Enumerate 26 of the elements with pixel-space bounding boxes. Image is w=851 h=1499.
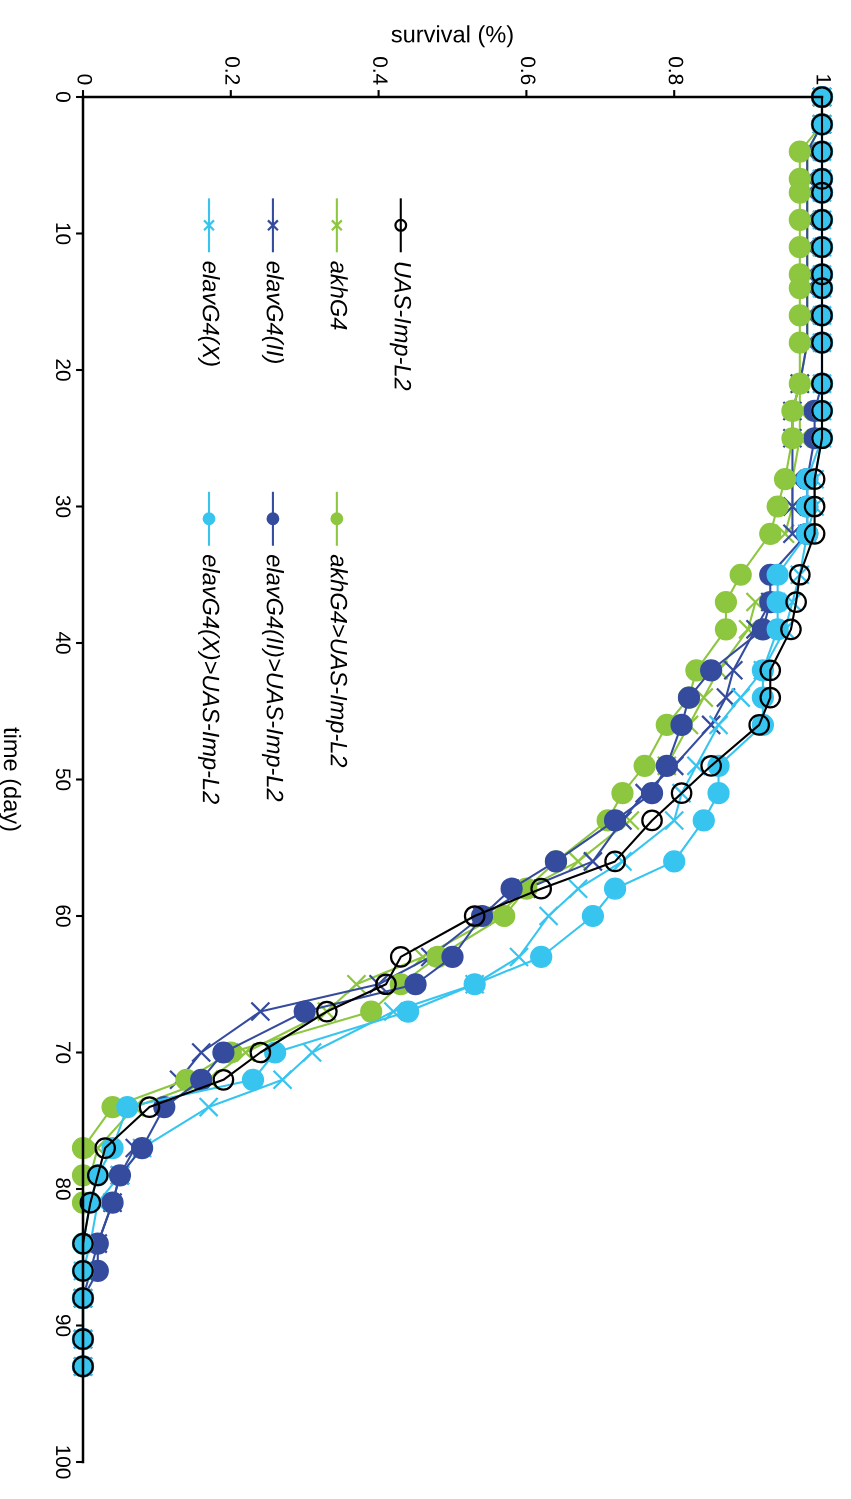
legend-label: elavG4(X)>UAS-Imp-L2: [197, 555, 220, 804]
y-tick-label: 60: [55, 905, 71, 927]
x-tick-label: 1: [816, 75, 831, 85]
y-tick-label: 0: [55, 92, 71, 102]
legend-label: akhG4: [330, 261, 348, 330]
y-tick-label: 80: [55, 1178, 71, 1200]
legend-label: akhG4>UAS-Imp-L2: [325, 554, 348, 768]
y-tick-label: 100: [55, 1446, 71, 1479]
y-tick-label: 40: [55, 631, 71, 654]
y-tick-label: 50: [55, 768, 71, 791]
x-tick-label: 0.4: [373, 57, 388, 85]
y-axis-title: time (day): [0, 727, 22, 831]
x-axis-title: survival (%): [391, 25, 513, 48]
legend-label: elavG4(X): [198, 261, 220, 366]
legend-label: elavG4(II)>UAS-Imp-L2: [261, 555, 284, 802]
x-tick-label: 0.2: [225, 57, 240, 85]
y-tick-label: 20: [55, 359, 71, 381]
x-tick-label: 0.6: [520, 57, 536, 85]
x-tick-label: 0.8: [668, 57, 684, 85]
y-tick-label: 30: [55, 495, 71, 518]
x-tick-label: 0: [77, 74, 93, 85]
y-tick-label: 70: [55, 1041, 71, 1064]
legend-label: elavG4(II): [261, 261, 284, 364]
y-tick-label: 10: [55, 223, 71, 245]
y-tick-label: 90: [55, 1314, 71, 1337]
legend-label: UAS-Imp-L2: [389, 262, 412, 391]
